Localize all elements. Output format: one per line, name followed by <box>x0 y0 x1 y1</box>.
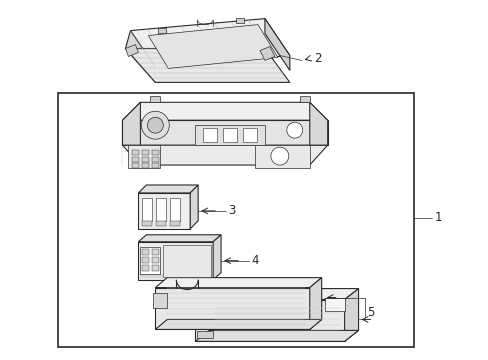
Polygon shape <box>122 102 140 145</box>
Polygon shape <box>142 150 149 155</box>
Polygon shape <box>138 242 213 280</box>
Polygon shape <box>324 298 344 311</box>
Polygon shape <box>195 300 344 341</box>
Circle shape <box>270 147 288 165</box>
Polygon shape <box>309 102 327 145</box>
Text: 5: 5 <box>367 306 374 319</box>
Polygon shape <box>142 198 152 221</box>
Polygon shape <box>138 185 198 193</box>
Polygon shape <box>130 19 289 67</box>
Polygon shape <box>142 221 152 226</box>
Polygon shape <box>152 249 159 255</box>
Text: 2: 2 <box>313 52 321 65</box>
Polygon shape <box>170 198 180 221</box>
Circle shape <box>286 122 302 138</box>
Text: 3: 3 <box>227 204 235 217</box>
Text: 4: 4 <box>250 254 258 267</box>
Polygon shape <box>195 330 358 341</box>
Circle shape <box>147 117 163 133</box>
Polygon shape <box>309 278 321 329</box>
Polygon shape <box>155 288 309 329</box>
Polygon shape <box>236 18 244 23</box>
Polygon shape <box>152 157 159 162</box>
Polygon shape <box>156 221 166 226</box>
Polygon shape <box>158 28 166 32</box>
Polygon shape <box>138 193 190 229</box>
Polygon shape <box>132 163 139 168</box>
Polygon shape <box>125 45 138 57</box>
Polygon shape <box>195 289 358 300</box>
Polygon shape <box>122 145 327 165</box>
Polygon shape <box>122 102 327 120</box>
Polygon shape <box>156 198 166 221</box>
Text: 1: 1 <box>433 211 441 224</box>
Polygon shape <box>152 265 159 271</box>
Polygon shape <box>299 96 309 102</box>
Circle shape <box>141 111 169 139</box>
Polygon shape <box>132 150 139 155</box>
Polygon shape <box>223 128 237 142</box>
Polygon shape <box>197 332 213 338</box>
Polygon shape <box>344 289 358 341</box>
Polygon shape <box>142 257 149 263</box>
Polygon shape <box>264 19 289 71</box>
Polygon shape <box>243 128 256 142</box>
Polygon shape <box>153 293 167 307</box>
Bar <box>58 93 413 347</box>
Polygon shape <box>142 157 149 162</box>
Polygon shape <box>125 31 155 82</box>
Polygon shape <box>163 245 211 276</box>
Polygon shape <box>150 96 160 102</box>
Polygon shape <box>132 157 139 162</box>
Polygon shape <box>155 319 321 329</box>
Polygon shape <box>190 185 198 229</box>
Polygon shape <box>170 221 180 226</box>
Polygon shape <box>142 265 149 271</box>
Polygon shape <box>152 150 159 155</box>
Polygon shape <box>138 235 221 242</box>
Polygon shape <box>128 145 160 168</box>
Polygon shape <box>254 145 309 168</box>
Polygon shape <box>148 24 277 68</box>
Polygon shape <box>213 235 221 280</box>
Polygon shape <box>155 278 321 288</box>
Polygon shape <box>140 247 160 274</box>
Polygon shape <box>152 257 159 263</box>
Polygon shape <box>152 163 159 168</box>
Polygon shape <box>142 163 149 168</box>
Polygon shape <box>203 128 217 142</box>
Polygon shape <box>195 125 264 145</box>
Polygon shape <box>122 120 327 145</box>
Polygon shape <box>142 249 149 255</box>
Polygon shape <box>260 46 274 60</box>
Polygon shape <box>125 49 289 82</box>
